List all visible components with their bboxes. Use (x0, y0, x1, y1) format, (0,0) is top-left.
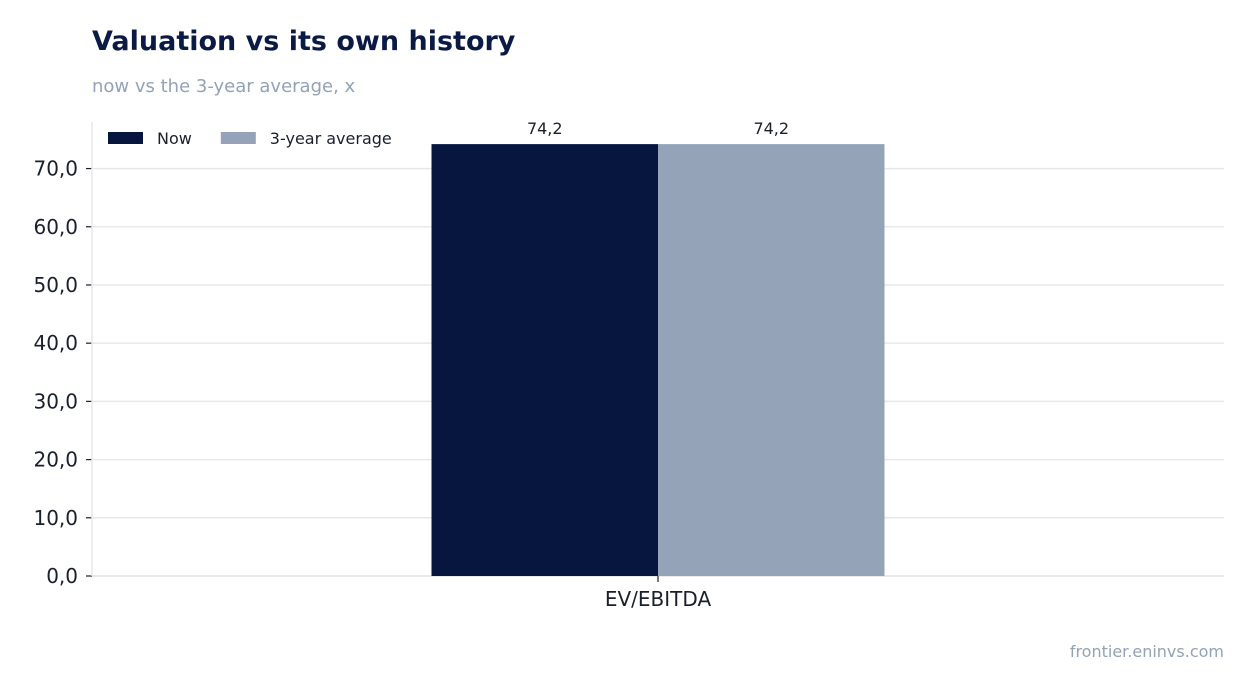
bar-now (431, 144, 658, 576)
y-tick-label: 0,0 (46, 564, 78, 588)
legend-label: Now (157, 129, 192, 148)
source-credit: frontier.eninvs.com (1069, 642, 1224, 661)
bar-3-year-average (658, 144, 885, 576)
legend-label: 3-year average (270, 129, 392, 148)
legend: Now 3-year average (108, 129, 392, 148)
data-label: 74,2 (753, 119, 789, 138)
y-tick-label: 50,0 (33, 273, 78, 297)
y-tick-label: 20,0 (33, 448, 78, 472)
axes: 0,0 10,0 20,0 30,0 40,0 50,0 60,0 70,0 EV/EBITDA (33, 122, 1224, 611)
x-tick-label: EV/EBITDA (605, 587, 712, 611)
y-tick-label: 30,0 (33, 389, 78, 413)
y-tick-label: 40,0 (33, 331, 78, 355)
chart-subtitle: now vs the 3-year average, x (92, 76, 356, 97)
y-tick-label: 70,0 (33, 157, 78, 181)
legend-swatch (108, 132, 143, 144)
data-labels: 74,2 74,2 (527, 119, 789, 138)
y-tick-label: 60,0 (33, 215, 78, 239)
bars (431, 144, 885, 576)
data-label: 74,2 (527, 119, 563, 138)
chart-title: Valuation vs its own history (92, 26, 516, 57)
y-tick-label: 10,0 (33, 506, 78, 530)
legend-swatch (220, 132, 256, 144)
